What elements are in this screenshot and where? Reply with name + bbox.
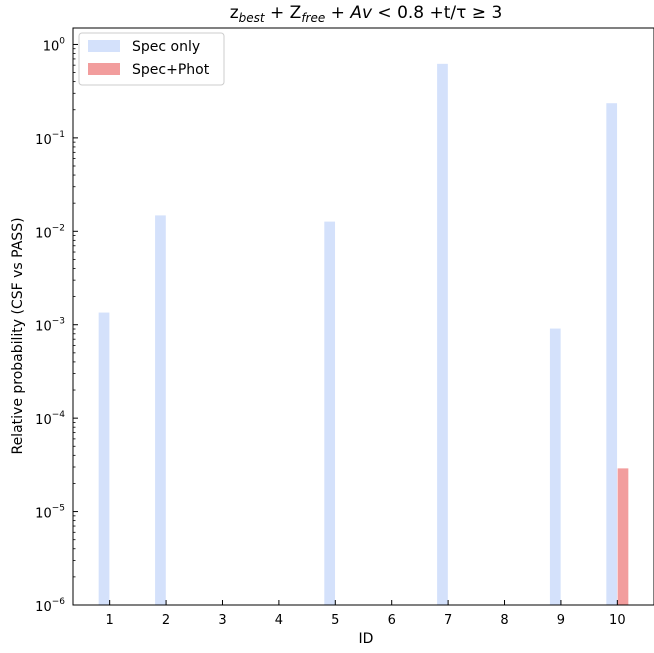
bar-spec-only-id-5 <box>324 221 336 605</box>
x-tick-label: 9 <box>557 613 565 628</box>
y-tick-label: 10−5 <box>35 504 65 522</box>
bar-spec-only-id-10 <box>606 103 618 606</box>
bar-spec-only-id-1 <box>98 312 110 605</box>
y-tick-label: 10−4 <box>35 410 65 428</box>
title-part: Av <box>349 3 373 23</box>
x-axis: 1 2 3 4 5 6 7 8 9 10 <box>106 600 626 628</box>
y-tick-label: 10−3 <box>35 317 65 335</box>
legend-swatch <box>88 40 120 52</box>
title-part: best <box>239 11 266 25</box>
chart-title: zbest + Zfree + Av < 0.8 +t/τ ≥ 3 <box>230 3 503 25</box>
title-part: + <box>325 3 350 23</box>
y-axis-label: Relative probability (CSF vs PASS) <box>10 217 26 454</box>
x-tick-label: 10 <box>609 613 626 628</box>
title-part: + Z <box>265 3 302 23</box>
y-axis: 10−6 10−5 10−4 10−3 10−2 10−1 100 <box>35 36 78 615</box>
title-part: < 0.8 +t/τ ≥ 3 <box>372 3 502 23</box>
x-tick-label: 4 <box>275 613 283 628</box>
title-part: free <box>301 11 325 25</box>
bars-layer <box>98 63 629 606</box>
y-tick-label: 10−6 <box>35 597 65 615</box>
x-tick-label: 7 <box>444 613 452 628</box>
title-part: z <box>230 3 239 23</box>
bar-spec-only-id-2 <box>155 215 166 605</box>
legend: Spec only Spec+Phot <box>78 32 225 86</box>
x-tick-label: 1 <box>106 613 114 628</box>
x-tick-label: 8 <box>500 613 508 628</box>
x-tick-label: 5 <box>331 613 339 628</box>
legend-label: Spec only <box>132 39 200 55</box>
y-tick-label: 10−1 <box>35 130 65 148</box>
bar-spec-only-id-9 <box>549 328 561 605</box>
plot-area: 1 2 3 4 5 6 7 8 9 10 10−6 10−5 10−4 10−3 10−2 10−1 100 <box>35 27 654 628</box>
y-tick-label: 100 <box>43 36 66 54</box>
y-tick-label: 10−2 <box>35 223 65 241</box>
legend-swatch <box>88 63 120 75</box>
bar-spec-only-id-7 <box>437 63 448 606</box>
x-tick-label: 6 <box>388 613 396 628</box>
x-tick-label: 3 <box>218 613 226 628</box>
x-tick-label: 2 <box>162 613 170 628</box>
legend-label: Spec+Phot <box>132 62 210 78</box>
plot-frame <box>72 27 654 606</box>
x-axis-label: ID <box>359 631 374 647</box>
bar-spec-phot-id-10 <box>617 468 629 605</box>
